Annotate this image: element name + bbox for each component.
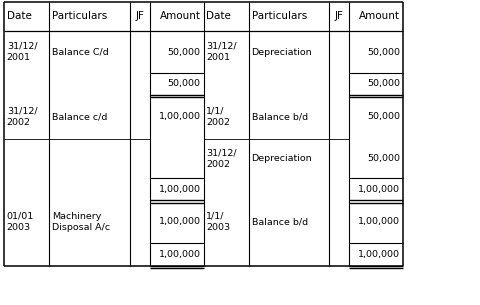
Text: 1,00,000: 1,00,000 [158, 112, 201, 121]
Text: JF: JF [135, 12, 144, 21]
Text: Balance b/d: Balance b/d [252, 112, 308, 121]
Text: Balance b/d: Balance b/d [252, 217, 308, 226]
Text: Balance C/d: Balance C/d [52, 48, 108, 56]
Text: 50,000: 50,000 [367, 48, 400, 56]
Text: 1/1/
2003: 1/1/ 2003 [206, 212, 230, 232]
Text: 1,00,000: 1,00,000 [158, 185, 201, 194]
Text: 31/12/
2001: 31/12/ 2001 [7, 42, 37, 62]
Text: Depreciation: Depreciation [252, 154, 312, 163]
Text: Amount: Amount [360, 12, 400, 21]
Text: 1,00,000: 1,00,000 [358, 217, 400, 226]
Text: JF: JF [335, 12, 344, 21]
Text: Machinery
Disposal A/c: Machinery Disposal A/c [52, 212, 110, 232]
Text: 50,000: 50,000 [367, 79, 400, 88]
Text: 31/12/
2001: 31/12/ 2001 [206, 42, 237, 62]
Text: 31/12/
2002: 31/12/ 2002 [7, 107, 37, 127]
Text: Particulars: Particulars [52, 12, 107, 21]
Text: 50,000: 50,000 [367, 112, 400, 121]
Text: Balance c/d: Balance c/d [52, 112, 107, 121]
Text: 50,000: 50,000 [367, 154, 400, 163]
Text: 01/01
2003: 01/01 2003 [7, 212, 34, 232]
Text: Date: Date [7, 12, 32, 21]
Text: Depreciation: Depreciation [252, 48, 312, 56]
Text: 50,000: 50,000 [168, 48, 201, 56]
Text: 31/12/
2002: 31/12/ 2002 [206, 149, 237, 169]
Text: Date: Date [206, 12, 231, 21]
Text: 1,00,000: 1,00,000 [158, 250, 201, 259]
Text: 50,000: 50,000 [168, 79, 201, 88]
Text: Amount: Amount [160, 12, 201, 21]
Text: 1,00,000: 1,00,000 [358, 250, 400, 259]
Text: 1,00,000: 1,00,000 [158, 217, 201, 226]
Text: Particulars: Particulars [252, 12, 307, 21]
Text: 1,00,000: 1,00,000 [358, 185, 400, 194]
Text: 1/1/
2002: 1/1/ 2002 [206, 107, 230, 127]
